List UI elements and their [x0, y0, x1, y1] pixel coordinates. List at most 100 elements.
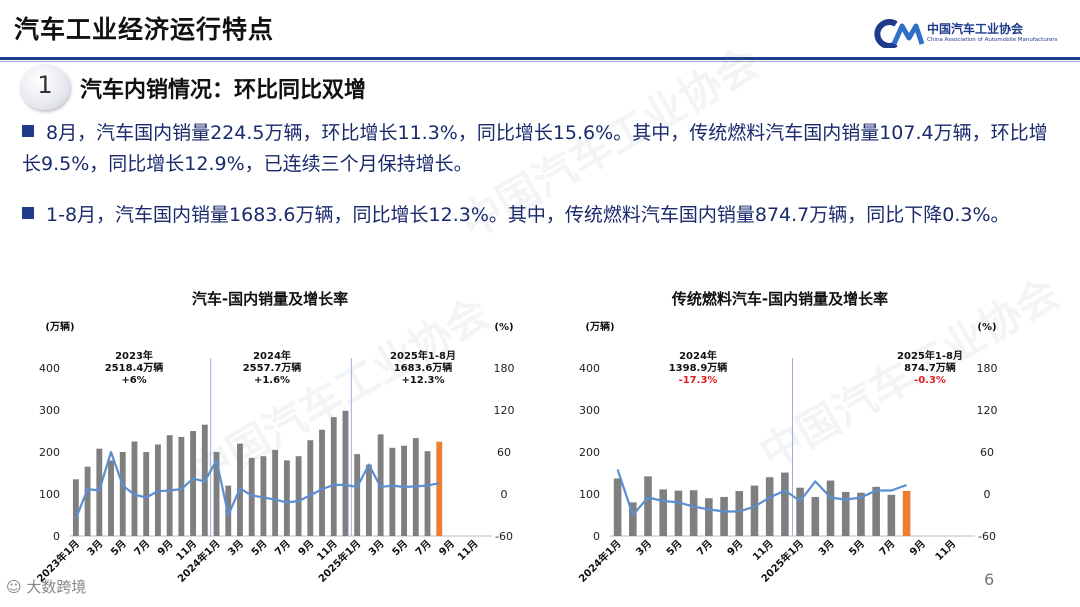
- x-tick-label: 11月: [455, 538, 480, 563]
- bar: [781, 472, 789, 536]
- bar: [424, 451, 431, 536]
- vehicle-domestic-sales-chart: 汽车-国内销量及增长率 (万辆) (%) 0 100 200 300 400 -60 0 60 120…: [34, 290, 515, 585]
- y-axis-unit-label: (万辆): [45, 320, 74, 333]
- bar: [178, 436, 185, 536]
- bar: [342, 410, 349, 536]
- period-annotation-line: 874.7万辆: [904, 361, 956, 374]
- period-annotation-line: -0.3%: [914, 375, 946, 386]
- bullet-item: 1-8月，汽车国内销量1683.6万辆，同比增长12.3%。其中，传统燃料汽车国…: [22, 200, 1062, 231]
- bullet-square-icon: [22, 125, 34, 137]
- period-annotation-line: +6%: [121, 375, 146, 386]
- bar: [272, 449, 279, 536]
- x-tick-label: 3月: [85, 538, 105, 558]
- x-tick-label: 3月: [816, 538, 836, 558]
- section-number-badge: 1: [20, 64, 70, 110]
- footer-text: 大数跨境: [26, 578, 87, 596]
- y2-tick-label: -60: [978, 530, 996, 543]
- bar: [307, 440, 314, 536]
- bar: [365, 464, 372, 536]
- bar: [143, 452, 150, 536]
- title-divider-thin: [0, 61, 1080, 62]
- x-tick-label: 3月: [226, 538, 246, 558]
- y-axis-unit-label: (万辆): [585, 320, 614, 333]
- period-annotation-line: 2024年: [679, 349, 717, 362]
- bar: [72, 479, 79, 536]
- period-annotation-line: +1.6%: [254, 375, 290, 386]
- ice-vehicle-domestic-sales-chart: 传统燃料汽车-国内销量及增长率 (万辆) (%) 0 100 200 300 400 -60 0 6…: [576, 290, 998, 585]
- page-number: 6: [984, 570, 995, 589]
- bar: [330, 417, 337, 536]
- x-tick-label: 9月: [437, 538, 457, 558]
- x-tick-label: 7月: [413, 538, 433, 558]
- bar: [811, 496, 820, 536]
- page-title: 汽车工业经济运行特点: [14, 15, 275, 44]
- chart-title: 传统燃料汽车-国内销量及增长率: [671, 290, 888, 308]
- bar: [659, 489, 668, 536]
- y2-tick-label: 120: [977, 404, 998, 417]
- y-tick-label: 200: [39, 446, 60, 459]
- bar: [401, 445, 408, 536]
- y-tick-label: 400: [39, 362, 60, 375]
- bar: [857, 492, 865, 536]
- x-tick-label: 5月: [390, 538, 410, 558]
- period-annotation-line: 1398.9万辆: [669, 361, 728, 374]
- period-annotation-line: -17.3%: [679, 375, 718, 386]
- bar: [796, 487, 804, 536]
- period-annotation-line: 2024年: [253, 349, 291, 362]
- bar: [108, 460, 114, 536]
- bullet-square-icon: [22, 207, 34, 219]
- y2-tick-label: 180: [977, 362, 998, 375]
- x-tick-label: 5月: [249, 538, 269, 558]
- y2-tick-label: -60: [495, 530, 513, 543]
- bar: [319, 429, 325, 536]
- bar: [119, 452, 126, 536]
- bar: [436, 441, 443, 536]
- bar: [644, 476, 652, 536]
- bar: [354, 454, 361, 536]
- period-annotation-line: 2518.4万辆: [105, 361, 164, 374]
- growth-rate-line: [74, 450, 440, 519]
- bar: [166, 435, 173, 536]
- bar: [689, 490, 698, 536]
- x-tick-label: 2024年1月: [576, 537, 624, 585]
- y-tick-label: 300: [39, 404, 60, 417]
- x-tick-label: 5月: [847, 538, 867, 558]
- x-tick-label: 9月: [155, 538, 175, 558]
- x-tick-label: 5月: [108, 538, 128, 558]
- bar: [735, 491, 744, 536]
- y2-tick-label: 0: [501, 488, 508, 501]
- y2-tick-label: 180: [494, 362, 515, 375]
- y-tick-label: 0: [53, 530, 60, 543]
- x-tick-label: 7月: [132, 538, 152, 558]
- bar: [750, 485, 759, 536]
- y-tick-label: 400: [579, 362, 600, 375]
- bar: [131, 441, 138, 536]
- y2-tick-label: 0: [984, 488, 991, 501]
- footer-brand: ☺ 大数跨境: [6, 578, 87, 596]
- caam-logo-icon: [874, 19, 924, 48]
- x-tick-label: 11月: [750, 538, 775, 563]
- bullet-text: 1-8月，汽车国内销量1683.6万辆，同比增长12.3%。其中，传统燃料汽车国…: [46, 204, 1010, 226]
- x-tick-label: 7月: [877, 538, 897, 558]
- period-annotation-line: 2025年1-8月: [897, 349, 963, 362]
- x-tick-label: 3月: [366, 538, 386, 558]
- x-tick-label: 9月: [725, 538, 745, 558]
- x-tick-label: 7月: [694, 538, 714, 558]
- chart-title: 汽车-国内销量及增长率: [192, 290, 348, 308]
- bullet-text: 8月，汽车国内销量224.5万辆，环比增长11.3%，同比增长15.6%。其中，…: [22, 122, 1048, 175]
- bullet-item: 8月，汽车国内销量224.5万辆，环比增长11.3%，同比增长15.6%。其中，…: [22, 118, 1062, 180]
- y-tick-label: 100: [579, 488, 600, 501]
- bar: [260, 456, 267, 536]
- y2-axis-unit-label: (%): [977, 322, 996, 333]
- logo-en-text: China Association of Automobile Manufact…: [927, 37, 1058, 43]
- title-divider: [0, 57, 1080, 60]
- x-tick-label: 3月: [634, 538, 654, 558]
- bar: [213, 452, 220, 536]
- period-annotation-line: 1683.6万辆: [394, 361, 453, 374]
- y2-tick-label: 60: [980, 446, 994, 459]
- y2-axis-unit-label: (%): [494, 322, 513, 333]
- bar: [887, 494, 896, 536]
- bar: [674, 490, 683, 536]
- bar: [248, 457, 255, 536]
- section-title: 汽车内销情况：环比同比双增: [80, 78, 367, 103]
